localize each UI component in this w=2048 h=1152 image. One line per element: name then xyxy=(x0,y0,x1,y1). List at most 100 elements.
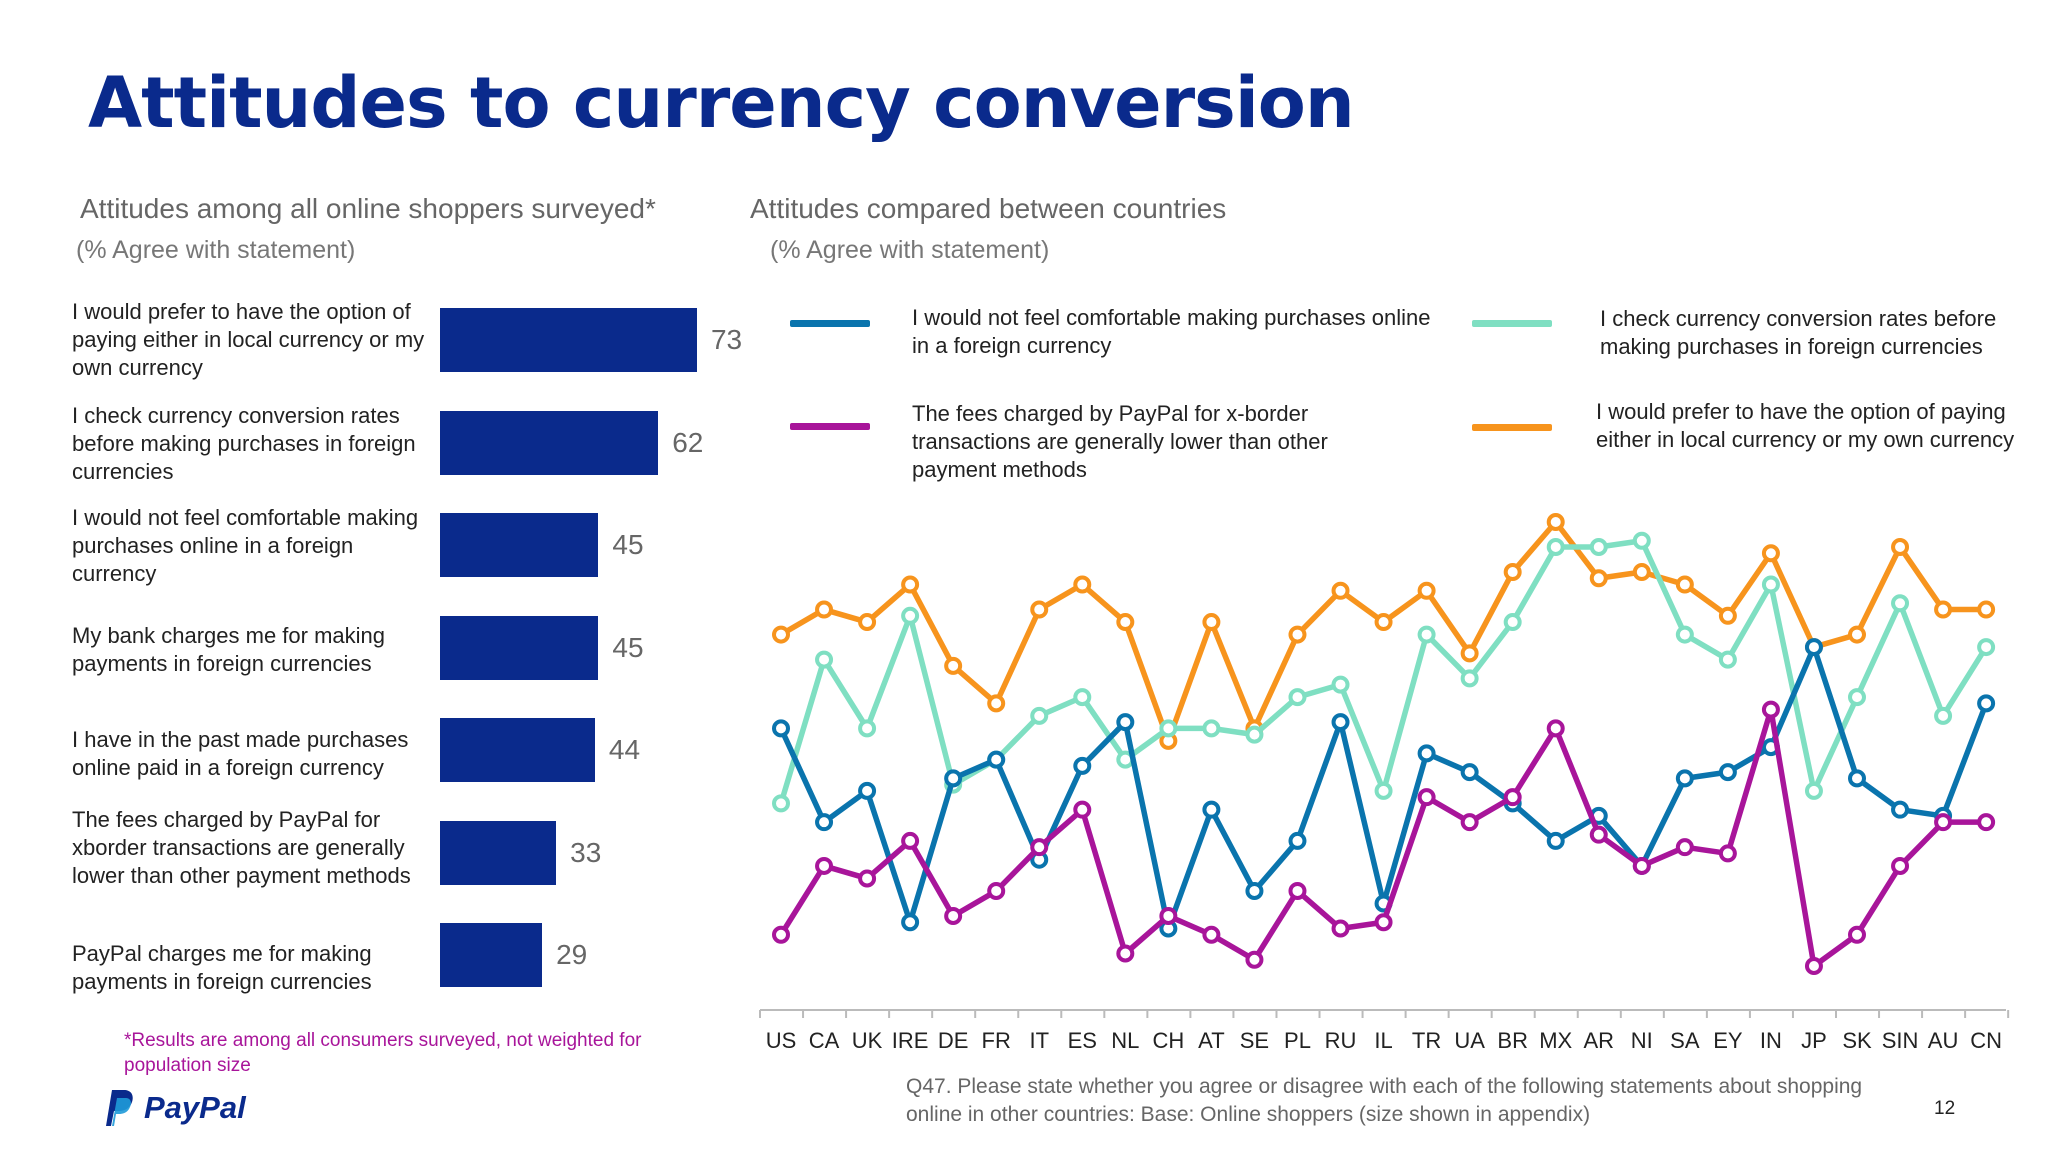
paypal-p-icon xyxy=(106,1090,133,1126)
data-point xyxy=(772,794,790,813)
data-point xyxy=(1718,763,1737,782)
x-tick-label: NI xyxy=(1631,1028,1653,1053)
data-point xyxy=(858,869,877,888)
data-point xyxy=(772,719,790,738)
x-tick-label: EY xyxy=(1713,1028,1743,1053)
data-point xyxy=(1589,569,1608,588)
data-point xyxy=(1417,788,1436,807)
data-point xyxy=(1675,625,1694,644)
legend-label-fees: The fees charged by PayPal for x-border … xyxy=(912,401,1328,482)
x-tick-label: IN xyxy=(1760,1028,1782,1053)
bar-label: My bank charges me for making payments i… xyxy=(72,623,386,676)
data-point xyxy=(944,906,963,925)
series-line-prefer-option xyxy=(779,519,1987,744)
data-point xyxy=(1848,925,1866,944)
data-point xyxy=(944,656,963,675)
x-tick-label: FR xyxy=(982,1028,1011,1053)
data-point xyxy=(1460,763,1479,782)
data-point xyxy=(1288,881,1307,900)
legend-label-prefer-option: I would prefer to have the option of pay… xyxy=(1596,399,2015,452)
data-point xyxy=(1632,856,1651,875)
x-tick-label: UA xyxy=(1454,1028,1485,1053)
x-tick-label: DE xyxy=(938,1028,969,1053)
bar xyxy=(440,923,543,987)
data-point xyxy=(815,650,834,669)
data-point xyxy=(1977,600,1996,619)
legend-swatch-prefer-option xyxy=(1472,424,1552,431)
x-tick-label: IRE xyxy=(892,1028,929,1053)
x-tick-label: UK xyxy=(852,1028,883,1053)
x-tick-label: RU xyxy=(1325,1028,1357,1053)
data-point xyxy=(1288,688,1307,707)
data-point xyxy=(1977,638,1996,657)
legend-label-not-comfortable: I would not feel comfortable making purc… xyxy=(912,305,1431,358)
bar-label: I check currency conversion rates before… xyxy=(72,403,416,484)
legend-swatch-fees xyxy=(790,423,870,430)
data-point xyxy=(1159,906,1178,925)
data-point xyxy=(1546,831,1565,850)
bar-value-label: 73 xyxy=(710,324,743,355)
legend-swatch-not-comfortable xyxy=(790,320,870,327)
data-point xyxy=(1761,700,1780,719)
data-point xyxy=(1934,706,1953,725)
data-point xyxy=(1288,625,1307,644)
data-point xyxy=(1374,613,1393,632)
data-point xyxy=(1503,563,1522,582)
bar-label: The fees charged by PayPal for xborder t… xyxy=(72,807,411,888)
data-point xyxy=(1116,713,1135,732)
data-point xyxy=(1331,675,1350,694)
x-tick-label: AR xyxy=(1583,1028,1614,1053)
x-tick-label: SIN xyxy=(1882,1028,1919,1053)
bar xyxy=(440,513,599,577)
data-point xyxy=(1073,756,1092,775)
data-point xyxy=(1030,838,1049,857)
data-point xyxy=(1589,538,1608,557)
data-point xyxy=(1331,713,1350,732)
page-number: 12 xyxy=(1934,1098,1956,1119)
data-point xyxy=(1460,669,1479,688)
data-point xyxy=(1417,744,1436,763)
line-section-title: Attitudes compared between countries xyxy=(750,193,1227,224)
data-point xyxy=(858,781,877,800)
data-point xyxy=(1718,650,1737,669)
data-point xyxy=(1891,800,1910,819)
legend-label-check-rates: I check currency conversion rates before… xyxy=(1600,306,1997,359)
question-note: Q47. Please state whether you agree or d… xyxy=(906,1075,1863,1126)
data-point xyxy=(901,831,920,850)
data-point xyxy=(1718,844,1737,863)
x-tick-label: ES xyxy=(1068,1028,1097,1053)
data-point xyxy=(772,625,790,644)
data-point xyxy=(1288,831,1307,850)
data-point xyxy=(1632,531,1651,550)
x-tick-label: MX xyxy=(1539,1028,1572,1053)
data-point xyxy=(1030,706,1049,725)
data-point xyxy=(1934,813,1953,832)
footnote: *Results are among all consumers surveye… xyxy=(124,1030,642,1076)
data-point xyxy=(1761,575,1780,594)
x-tick-label: JP xyxy=(1801,1028,1827,1053)
x-tick-label: IL xyxy=(1374,1028,1392,1053)
data-point xyxy=(1804,957,1823,975)
data-point xyxy=(1202,613,1221,632)
data-point xyxy=(1934,600,1953,619)
data-point xyxy=(987,881,1006,900)
data-point xyxy=(1675,575,1694,594)
data-point xyxy=(1848,769,1866,788)
data-point xyxy=(1546,719,1565,738)
x-tick-label: SA xyxy=(1670,1028,1700,1053)
data-point xyxy=(815,600,834,619)
data-point xyxy=(1891,856,1910,875)
data-point xyxy=(815,856,834,875)
x-tick-label: IT xyxy=(1029,1028,1049,1053)
data-point xyxy=(1374,913,1393,932)
data-point xyxy=(1718,606,1737,625)
data-point xyxy=(1245,725,1264,744)
x-tick-label: CH xyxy=(1152,1028,1184,1053)
line-section-subtitle: (% Agree with statement) xyxy=(770,236,1050,264)
data-point xyxy=(987,694,1006,713)
x-tick-label: SE xyxy=(1240,1028,1269,1053)
data-point xyxy=(1159,719,1178,738)
data-point xyxy=(1804,638,1823,657)
data-point xyxy=(1417,581,1436,600)
data-point xyxy=(858,613,877,632)
